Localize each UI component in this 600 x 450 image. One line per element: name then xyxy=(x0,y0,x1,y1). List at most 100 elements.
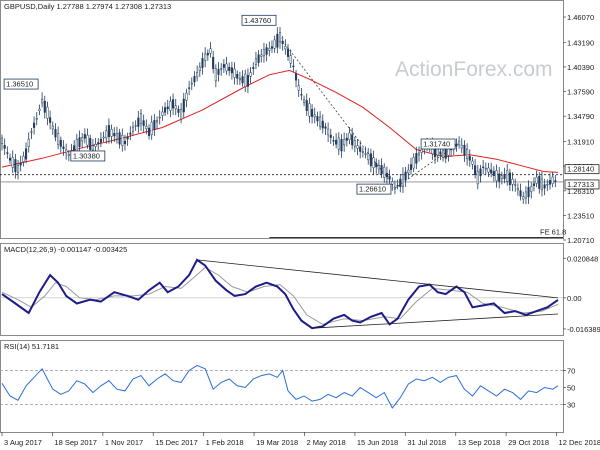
candle-body xyxy=(51,125,54,130)
candle-body xyxy=(522,196,525,200)
candle-body xyxy=(201,58,204,68)
macd-axis-label: 0.020848 xyxy=(567,254,598,263)
candle-body xyxy=(436,148,439,156)
candle-body xyxy=(137,117,140,127)
candle-body xyxy=(196,72,199,78)
candle-body xyxy=(369,153,372,167)
fib-label: FE 61.8 xyxy=(540,227,566,236)
candle-body xyxy=(99,138,102,143)
candle-body xyxy=(262,49,266,57)
rsi-axis-label: 30 xyxy=(567,401,575,410)
date-axis-label: 2 May 2018 xyxy=(306,438,345,447)
swing-label-box xyxy=(356,183,392,195)
candle-body xyxy=(105,130,108,139)
price-axis-label: 1.37590 xyxy=(567,88,594,97)
date-axis-label: 1 Feb 2018 xyxy=(206,438,244,447)
rsi-axis-label: 70 xyxy=(567,367,575,376)
candle-body xyxy=(204,53,207,61)
candle-body xyxy=(3,145,6,149)
macd-layer xyxy=(0,258,563,330)
rsi-layer xyxy=(0,364,563,409)
candle-body xyxy=(538,175,541,189)
candle-body xyxy=(482,166,485,169)
candle-body xyxy=(254,58,257,65)
candle-body xyxy=(8,157,12,161)
candle-body xyxy=(91,145,94,151)
price-axis-label: 1.20710 xyxy=(567,236,594,245)
macd-title: MACD(12,26,9) -0.001147 -0.003425 xyxy=(4,245,127,254)
candle-body xyxy=(303,99,306,103)
candle-body xyxy=(460,145,463,149)
candle-body xyxy=(89,138,92,150)
date-axis-label: 19 Mar 2018 xyxy=(256,438,298,447)
candle-body xyxy=(361,151,364,153)
candle-body xyxy=(498,173,501,182)
candle-body xyxy=(273,39,276,49)
candle-body xyxy=(348,132,351,140)
candle-body xyxy=(468,156,471,161)
candle-body xyxy=(35,118,38,120)
candle-body xyxy=(86,134,89,146)
candle-body xyxy=(33,122,36,128)
candle-body xyxy=(327,128,330,136)
candle-body xyxy=(313,114,316,118)
candle-body xyxy=(54,129,57,138)
candle-body xyxy=(38,108,41,111)
candle-body xyxy=(321,120,324,129)
swing-label-box xyxy=(420,138,456,150)
candle-body xyxy=(490,169,493,174)
candle-body xyxy=(49,117,52,123)
candle-body xyxy=(471,160,474,165)
candle-body xyxy=(83,134,86,139)
candle-body xyxy=(150,121,153,135)
candle-body xyxy=(220,68,223,70)
candle-body xyxy=(375,162,378,168)
date-axis-label: 18 Sep 2017 xyxy=(54,438,97,447)
candle-body xyxy=(383,166,386,178)
candle-body xyxy=(155,120,159,123)
candle-body xyxy=(364,153,367,155)
candle-body xyxy=(409,164,413,170)
candle-body xyxy=(476,171,479,185)
candle-body xyxy=(546,184,549,186)
candle-body xyxy=(455,143,458,147)
candle-body xyxy=(225,63,228,72)
swing-label-text: 1.43760 xyxy=(244,16,271,25)
candle-body xyxy=(81,137,84,142)
candle-body xyxy=(260,54,263,57)
candle-body xyxy=(214,68,217,82)
candle-body xyxy=(164,107,167,113)
candle-body xyxy=(110,128,113,137)
date-axis-label: 31 Jul 2018 xyxy=(407,438,446,447)
price-axis-label: 1.31910 xyxy=(567,138,594,147)
candle-body xyxy=(145,125,148,130)
candle-body xyxy=(506,170,509,182)
candle-body xyxy=(252,67,255,69)
candle-body xyxy=(511,178,514,185)
candle-body xyxy=(212,56,215,69)
candle-body xyxy=(147,127,151,137)
candle-body xyxy=(532,183,535,186)
rsi-title: RSI(14) 51.7181 xyxy=(4,342,59,351)
candle-body xyxy=(367,153,370,161)
candle-body xyxy=(479,168,482,177)
candle-body xyxy=(337,137,340,150)
candle-body xyxy=(182,98,185,113)
candle-body xyxy=(65,149,68,154)
candle-body xyxy=(30,131,33,133)
swing-label-text: 1.26610 xyxy=(359,185,386,194)
price-level-box xyxy=(564,164,600,175)
candle-body xyxy=(281,40,284,45)
candle-body xyxy=(57,133,60,145)
candle-body xyxy=(188,87,191,89)
price-level-label: 1.27313 xyxy=(567,180,594,189)
candle-body xyxy=(142,120,145,126)
macd-line xyxy=(1,258,559,330)
candle-body xyxy=(174,105,177,110)
candle-body xyxy=(97,142,100,144)
date-axis-label: 13 Sep 2018 xyxy=(458,438,501,447)
price-axis-label: 1.40390 xyxy=(567,63,594,72)
candle-body xyxy=(102,136,105,139)
candle-body xyxy=(131,126,135,132)
moving-average-line xyxy=(1,69,559,173)
